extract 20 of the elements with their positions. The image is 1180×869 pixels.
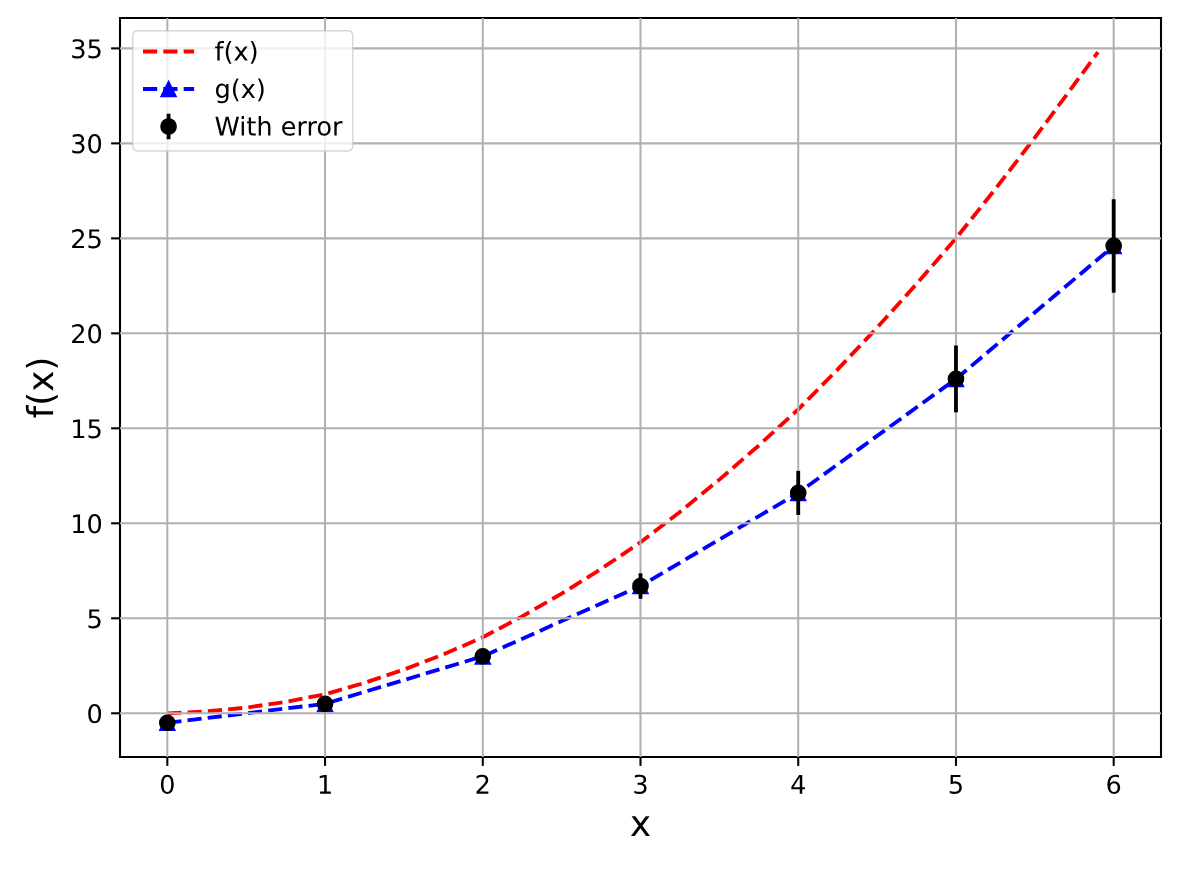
y-tick-label: 15 [73, 419, 101, 439]
x-tick-label: 5 [949, 774, 962, 794]
x-tick-label: 2 [476, 774, 489, 794]
x-axis-title: x [630, 816, 650, 836]
y-tick-label: 25 [72, 229, 101, 249]
y-tick-label: 5 [88, 609, 101, 629]
legend-label: g(x) [215, 78, 264, 104]
x-tick-label: 1 [319, 774, 331, 794]
legend-label: f(x) [215, 40, 257, 64]
y-tick-label: 30 [72, 134, 102, 154]
x-tick-label: 0 [160, 774, 174, 794]
y-axis-title: f(x) [25, 359, 58, 418]
x-tick-label: 3 [634, 774, 647, 794]
y-tick-label: 0 [88, 704, 102, 724]
y-tick-label: 20 [72, 324, 102, 344]
x-tick-label: 4 [791, 774, 805, 794]
y-tick-label: 10 [73, 514, 102, 534]
x-tick-label: 6 [1107, 774, 1121, 794]
legend-label: With error [215, 116, 343, 136]
y-tick-label: 35 [72, 39, 101, 59]
